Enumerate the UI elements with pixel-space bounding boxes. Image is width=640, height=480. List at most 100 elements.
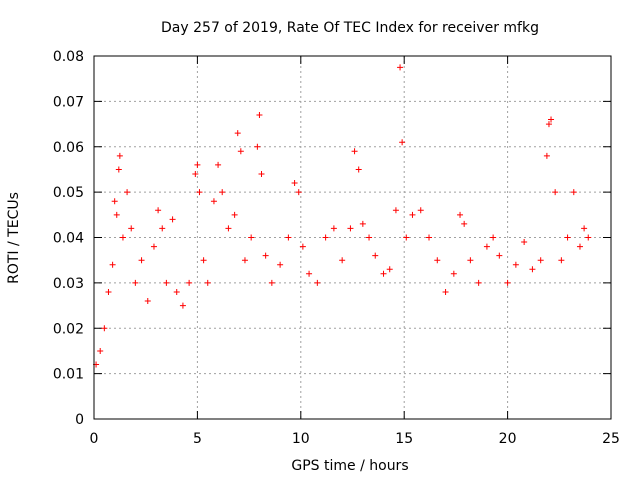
data-point <box>113 211 120 218</box>
y-tick-label: 0 <box>75 412 84 428</box>
data-point <box>359 220 366 227</box>
data-point <box>159 225 166 232</box>
y-tick-label: 0.04 <box>53 231 84 247</box>
data-point <box>225 225 232 232</box>
data-point <box>262 252 269 259</box>
data-point <box>581 225 588 232</box>
data-point <box>97 347 104 354</box>
data-point <box>237 148 244 155</box>
data-point <box>192 170 199 177</box>
data-point <box>397 64 404 71</box>
data-point <box>552 189 559 196</box>
x-tick-label: 5 <box>193 431 202 447</box>
x-tick-label: 20 <box>499 431 517 447</box>
data-point <box>426 234 433 241</box>
data-points <box>93 64 592 368</box>
data-point <box>351 148 358 155</box>
data-point <box>173 288 180 295</box>
chart-title: Day 257 of 2019, Rate Of TEC Index for r… <box>161 20 539 36</box>
data-point <box>194 161 201 168</box>
data-point <box>116 152 123 159</box>
data-point <box>179 302 186 309</box>
data-point <box>234 130 241 137</box>
data-point <box>314 279 321 286</box>
data-point <box>119 234 126 241</box>
data-point <box>512 261 519 268</box>
data-point <box>111 198 118 205</box>
data-point <box>570 189 577 196</box>
data-point <box>295 189 302 196</box>
data-point <box>529 266 536 273</box>
data-point <box>248 234 255 241</box>
data-point <box>521 239 528 246</box>
data-point <box>150 243 157 250</box>
data-point <box>330 225 337 232</box>
y-tick-label: 0.03 <box>53 276 84 292</box>
data-point <box>490 234 497 241</box>
data-point <box>196 189 203 196</box>
data-point <box>115 166 122 173</box>
data-point <box>144 298 151 305</box>
y-tick-label: 0.07 <box>53 94 84 110</box>
data-point <box>585 234 592 241</box>
data-point <box>545 121 552 128</box>
x-tick-label: 0 <box>90 431 99 447</box>
data-point <box>380 270 387 277</box>
data-point <box>291 180 298 187</box>
data-point <box>163 279 170 286</box>
data-point <box>417 207 424 214</box>
data-point <box>241 257 248 264</box>
y-tick-label: 0.06 <box>53 140 84 156</box>
x-tick-label: 25 <box>602 431 620 447</box>
data-point <box>558 257 565 264</box>
data-point <box>403 234 410 241</box>
data-point <box>366 234 373 241</box>
y-axis-label: ROTI / TECUs <box>6 192 22 284</box>
data-point <box>256 111 263 118</box>
data-point <box>457 211 464 218</box>
axis-ticks: 0 0.01 0.02 0.03 0.04 0.05 0.06 0.07 0.08 0 5 10 15 2… <box>53 49 620 447</box>
data-point <box>285 234 292 241</box>
data-point <box>128 225 135 232</box>
data-point <box>386 266 393 273</box>
data-point <box>537 257 544 264</box>
data-point <box>576 243 583 250</box>
data-point <box>504 279 511 286</box>
y-tick-label: 0.08 <box>53 49 84 65</box>
data-point <box>200 257 207 264</box>
data-point <box>277 261 284 268</box>
data-point <box>442 288 449 295</box>
data-point <box>399 139 406 146</box>
data-point <box>355 166 362 173</box>
x-axis-label: GPS time / hours <box>291 458 408 474</box>
data-point <box>543 152 550 159</box>
y-tick-label: 0.05 <box>53 185 84 201</box>
data-point <box>483 243 490 250</box>
data-point <box>409 211 416 218</box>
data-point <box>186 279 193 286</box>
data-point <box>450 270 457 277</box>
data-point <box>306 270 313 277</box>
grid-lines <box>94 56 611 419</box>
x-tick-label: 10 <box>292 431 310 447</box>
data-point <box>347 225 354 232</box>
data-point <box>475 279 482 286</box>
data-point <box>169 216 176 223</box>
data-point <box>132 279 139 286</box>
y-tick-label: 0.01 <box>53 367 84 383</box>
data-point <box>268 279 275 286</box>
data-point <box>322 234 329 241</box>
data-point <box>461 220 468 227</box>
data-point <box>231 211 238 218</box>
data-point <box>204 279 211 286</box>
data-point <box>496 252 503 259</box>
data-point <box>467 257 474 264</box>
y-tick-label: 0.02 <box>53 321 84 337</box>
data-point <box>299 243 306 250</box>
data-point <box>254 143 261 150</box>
data-point <box>372 252 379 259</box>
plot-frame <box>93 55 612 420</box>
data-point <box>434 257 441 264</box>
data-point <box>138 257 145 264</box>
